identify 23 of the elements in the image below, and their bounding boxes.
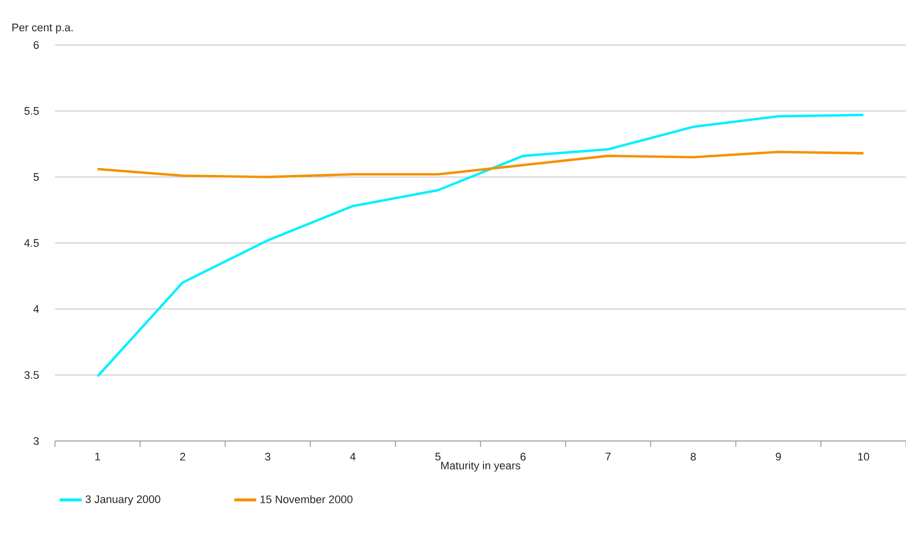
x-tick-label: 8 [690,452,696,461]
x-tick-label: 9 [776,452,781,461]
x-tick-label: 3 [265,452,270,461]
y-tick-label: 4.5 [24,239,39,247]
x-tick-label: 6 [520,452,526,461]
y-tick-label: 6 [34,41,39,49]
x-tick-label: 4 [350,452,356,460]
y-tick-label: 4 [33,305,39,313]
y-tick-label: 5 [34,173,39,181]
x-tick-label: 7 [606,452,611,460]
legend-label: 15 November 2000 [260,495,352,504]
line-series [96,150,865,178]
x-axis-title: Maturity in years [441,461,520,472]
y-tick-label: 3.5 [24,371,39,379]
x-tick-label: 1 [95,452,100,460]
x-tick-label: 2 [180,452,186,460]
line-series [96,114,865,378]
y-tick-label: 5.5 [24,107,39,115]
x-tick-label: 5 [435,452,441,460]
y-tick-label: 3 [34,437,39,445]
x-tick-label: 10 [858,452,870,461]
y-axis-title: Per cent p.a. [12,24,73,34]
legend-label: 3 January 2000 [86,495,160,506]
